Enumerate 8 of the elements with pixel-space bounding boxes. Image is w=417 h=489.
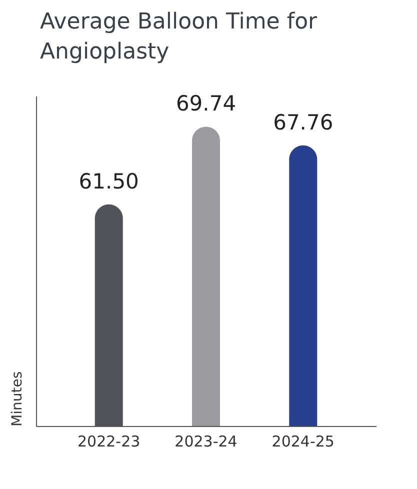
x-tick-label: 2023-24 (174, 432, 238, 450)
data-label: 69.74 (176, 92, 236, 116)
data-label: 67.76 (273, 110, 334, 134)
chart-title: Average Balloon Time for Angioplasty (40, 10, 318, 65)
x-tick-label: 2024-25 (272, 432, 334, 450)
data-label: 61.50 (78, 169, 139, 194)
y-axis-title: Minutes (10, 371, 26, 426)
x-tick-label: 2022-23 (78, 432, 140, 450)
